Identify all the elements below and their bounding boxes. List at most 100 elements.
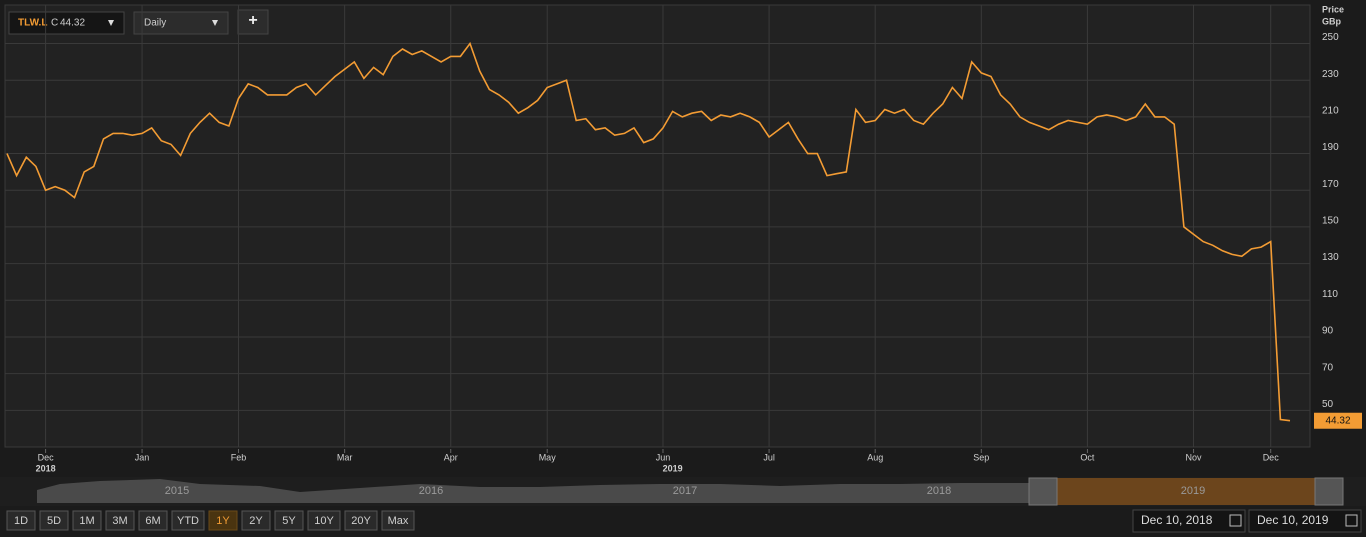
range-button-label: Max	[388, 515, 409, 527]
add-label: +	[248, 12, 257, 29]
range-button[interactable]: 2Y	[241, 510, 271, 531]
price-line	[6, 41, 1291, 422]
range-button-label: 5D	[47, 515, 61, 527]
navigator-year: 2018	[927, 485, 951, 497]
range-button[interactable]: 1M	[72, 510, 102, 531]
range-button-box	[381, 510, 415, 531]
year-label: 2018	[36, 463, 56, 473]
x-tick-label: Jun	[656, 452, 671, 462]
last-price-badge	[1314, 412, 1362, 429]
range-button-box	[241, 510, 271, 531]
x-tick-label: Feb	[231, 452, 247, 462]
range-button[interactable]: 1Y	[208, 510, 238, 531]
date-label: Dec 10, 2018	[1141, 513, 1213, 527]
y-tick-label: 250	[1322, 32, 1339, 43]
navigator-handle[interactable]	[1314, 477, 1344, 506]
range-button-box	[6, 510, 36, 531]
navigator-year: 2017	[673, 485, 697, 497]
range-button-box	[208, 510, 238, 531]
y-tick-label: 210	[1322, 106, 1339, 117]
date-field[interactable]: Dec 10, 2019	[1248, 509, 1362, 533]
range-button-label: 5Y	[282, 515, 296, 527]
symbol-box[interactable]: TLW.L C 44.32	[8, 11, 125, 35]
range-button-label: 6M	[145, 515, 160, 527]
range-button-box	[39, 510, 69, 531]
x-tick-label: Mar	[337, 452, 353, 462]
range-button-label: 20Y	[351, 515, 371, 527]
x-tick-label: Jan	[135, 452, 150, 462]
year-label: 2019	[663, 463, 683, 473]
range-button-box	[344, 510, 378, 531]
y-tick-label: 130	[1322, 252, 1339, 263]
date-label: Dec 10, 2019	[1257, 513, 1329, 527]
navigator-handle[interactable]	[1028, 477, 1058, 506]
x-tick-label: Dec	[38, 452, 55, 462]
range-button[interactable]: 6M	[138, 510, 168, 531]
date-field[interactable]: Dec 10, 2018	[1132, 509, 1246, 533]
range-button-label: 10Y	[314, 515, 334, 527]
date-box	[1132, 509, 1246, 533]
date-box	[1248, 509, 1362, 533]
close-value: 44.32	[60, 18, 85, 29]
y-tick-label: 170	[1322, 179, 1339, 190]
range-button-label: 2Y	[249, 515, 263, 527]
y-tick-label: 90	[1322, 326, 1334, 337]
x-tick-label: May	[539, 452, 557, 462]
range-button-box	[274, 510, 304, 531]
navigator-year: 2019	[1181, 485, 1205, 497]
symbol: TLW.L	[18, 18, 47, 29]
x-tick-label: Aug	[867, 452, 883, 462]
range-button[interactable]: 3M	[105, 510, 135, 531]
range-button-box	[138, 510, 168, 531]
interval: Daily	[144, 18, 166, 29]
close-prefix: C	[51, 18, 58, 29]
range-button-label: 1Y	[216, 515, 230, 527]
range-button[interactable]: 5Y	[274, 510, 304, 531]
plot-area	[4, 4, 1311, 448]
x-tick-label: Oct	[1080, 452, 1095, 462]
dropdown-arrow	[108, 20, 114, 26]
range-button[interactable]: YTD	[171, 510, 205, 531]
navigator-year: 2016	[419, 485, 443, 497]
calendar-icon	[1345, 514, 1358, 527]
add-button[interactable]: +	[237, 9, 269, 35]
range-button-label: 3M	[112, 515, 127, 527]
y-tick-label: 150	[1322, 216, 1339, 227]
x-tick-label: Sep	[973, 452, 989, 462]
x-tick-label: Jul	[763, 452, 775, 462]
range-button-box	[171, 510, 205, 531]
x-tick-label: Dec	[1263, 452, 1280, 462]
range-button-label: 1D	[14, 515, 28, 527]
range-button-box	[72, 510, 102, 531]
range-button[interactable]: Max	[381, 510, 415, 531]
interval-field[interactable]	[133, 11, 229, 35]
y-tick-label: 110	[1322, 289, 1338, 300]
range-button-box	[105, 510, 135, 531]
range-button[interactable]: 1D	[6, 510, 36, 531]
range-button-label: 1M	[79, 515, 94, 527]
range-button[interactable]: 20Y	[344, 510, 378, 531]
x-tick-label: Apr	[444, 452, 458, 462]
add-button-box[interactable]	[237, 9, 269, 35]
navigator-silhouette	[37, 479, 1030, 503]
range-button[interactable]: 10Y	[307, 510, 341, 531]
x-tick-label: Nov	[1186, 452, 1203, 462]
y-tick-label: 70	[1322, 362, 1334, 373]
interval-box[interactable]: Daily	[133, 11, 229, 35]
range-button[interactable]: 5D	[39, 510, 69, 531]
range-buttons: 1D 5D 1M 3M 6M YTD 1Y 2Y 5Y 10Y 20Y Max Dec 10, 2018…	[6, 509, 1362, 533]
range-button-box	[307, 510, 341, 531]
symbol-field[interactable]	[8, 11, 125, 35]
y-tick-label: 190	[1322, 142, 1339, 153]
y-tick-label: 230	[1322, 69, 1339, 80]
last-price-label: 44.32	[1325, 415, 1350, 426]
y-axis-label: GBp	[1322, 16, 1342, 26]
navigator-year: 2015	[165, 485, 189, 497]
dropdown-arrow	[212, 20, 218, 26]
y-axis-label: Price	[1322, 4, 1344, 14]
navigator-window[interactable]	[1043, 478, 1315, 505]
calendar-icon	[1229, 514, 1242, 527]
y-tick-label: 50	[1322, 399, 1334, 410]
